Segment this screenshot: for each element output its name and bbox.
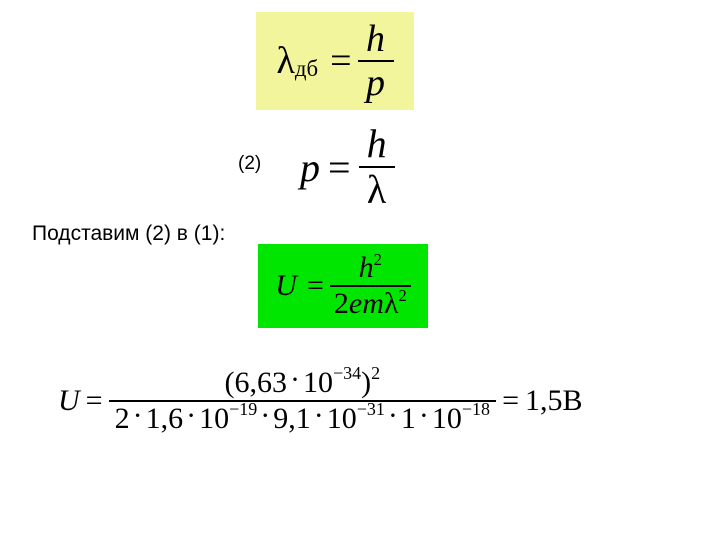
lhs-U: U — [58, 384, 80, 418]
denominator-p: p — [358, 60, 394, 102]
numerator: (6,63·10−34)2 — [219, 368, 387, 400]
equation-debroglie-wavelength: λдб = h p — [256, 12, 414, 110]
val-10: 10 — [303, 366, 333, 399]
denominator: 2emλ2 — [330, 285, 411, 319]
fraction: h p — [358, 20, 394, 102]
m-symbol: m — [362, 287, 384, 320]
lambda-symbol: λдб — [276, 39, 324, 83]
coeff-2: 2 — [334, 287, 349, 320]
lhs-p: p — [300, 144, 320, 191]
numerator: h2 — [357, 253, 384, 285]
val-1: 1 — [401, 402, 416, 435]
equation-numeric-calculation: U = (6,63·10−34)2 2·1,6·10−19·9,1·10−31·… — [58, 368, 583, 434]
fraction: h2 2emλ2 — [330, 253, 411, 319]
dot-op: · — [287, 363, 303, 396]
val-2: 2 — [115, 402, 130, 435]
fraction: (6,63·10−34)2 2·1,6·10−19·9,1·10−31·1·10… — [109, 368, 496, 434]
lambda-symbol: λ — [384, 287, 399, 320]
equals-sign: = — [320, 144, 359, 191]
val-1.6: 1,6 — [146, 402, 184, 435]
val-10: 10 — [327, 402, 357, 435]
result: 1,5В — [525, 384, 583, 418]
exponent-2: 2 — [398, 286, 406, 305]
equation-momentum: p = h λ — [300, 124, 395, 210]
dot-op: · — [130, 399, 146, 432]
val-1.5: 1,5 — [525, 384, 563, 417]
exp-2: 2 — [371, 363, 380, 383]
equals-sign: = — [496, 384, 525, 418]
exp-neg19: −19 — [229, 399, 257, 419]
lambda-subscript: дб — [295, 56, 318, 81]
exp-neg18: −18 — [462, 399, 490, 419]
equals-sign: = — [324, 39, 357, 83]
val-10: 10 — [432, 402, 462, 435]
dot-op: · — [416, 399, 432, 432]
unit-V: В — [562, 384, 582, 417]
val-9.1: 9,1 — [273, 402, 311, 435]
numerator-h: h — [359, 124, 395, 166]
exp-neg34: −34 — [333, 363, 361, 383]
val-6.63: 6,63 — [235, 366, 288, 399]
denominator-lambda: λ — [359, 166, 395, 210]
val-10: 10 — [199, 402, 229, 435]
dot-op: · — [257, 399, 273, 432]
dot-op: · — [311, 399, 327, 432]
exponent-2: 2 — [374, 250, 382, 269]
lambda-char: λ — [276, 40, 294, 82]
open-paren: ( — [225, 366, 235, 399]
dot-op: · — [183, 399, 199, 432]
numerator-h: h — [358, 20, 394, 60]
fraction: h λ — [359, 124, 395, 210]
substitution-text: Подставим (2) в (1): — [32, 222, 225, 246]
h-symbol: h — [359, 251, 374, 284]
equals-sign: = — [301, 269, 330, 303]
dot-op: · — [385, 399, 401, 432]
equation-voltage-formula: U = h2 2emλ2 — [258, 244, 428, 328]
equals-sign: = — [80, 384, 109, 418]
equation-number-label: (2) — [238, 153, 261, 175]
denominator: 2·1,6·10−19·9,1·10−31·1·10−18 — [109, 400, 496, 434]
exp-neg31: −31 — [357, 399, 385, 419]
close-paren: ) — [361, 366, 371, 399]
e-symbol: e — [349, 287, 362, 320]
lhs-U: U — [275, 269, 301, 303]
